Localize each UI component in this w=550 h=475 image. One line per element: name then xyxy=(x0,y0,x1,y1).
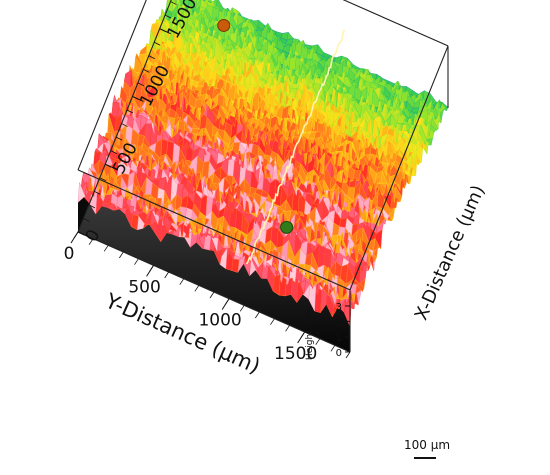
y-minor-tick xyxy=(179,278,185,285)
x-minor-tick xyxy=(164,14,172,19)
z-tick-label: 2 xyxy=(336,317,342,328)
height-surface xyxy=(77,0,449,327)
y-minor-tick xyxy=(194,285,200,292)
box-edge xyxy=(77,0,147,171)
x-minor-tick xyxy=(99,177,106,182)
x-minor-tick xyxy=(137,82,145,87)
z-axis-title: Height (μm) xyxy=(305,306,315,360)
scale-bar-line xyxy=(414,457,436,459)
y-minor-tick xyxy=(88,238,94,245)
y-minor-tick xyxy=(315,338,321,345)
y-minor-tick xyxy=(300,331,305,339)
profile-markers xyxy=(217,18,294,234)
y-minor-tick xyxy=(119,251,124,259)
box-edge xyxy=(349,45,449,291)
y-minor-tick xyxy=(285,325,290,332)
scale-bar-label: 100 μm xyxy=(404,438,451,452)
x-minor-tick xyxy=(77,231,85,236)
y-minor-tick xyxy=(103,245,109,252)
x-minor-tick xyxy=(88,204,96,209)
marker-start xyxy=(280,220,294,234)
y-minor-tick xyxy=(73,231,79,239)
y-minor-tick xyxy=(164,271,169,279)
z-tick-label: 3 xyxy=(336,302,342,313)
y-minor-tick xyxy=(330,345,336,352)
marker-end xyxy=(217,18,231,32)
y-minor-tick xyxy=(224,298,230,305)
x-minor-tick xyxy=(170,1,177,5)
profile-trace xyxy=(245,29,346,265)
x-minor-tick xyxy=(83,218,90,222)
y-minor-tick xyxy=(209,291,215,299)
y-tick-label: 0 xyxy=(64,244,75,264)
x-minor-tick xyxy=(115,136,123,141)
y-minor-tick xyxy=(239,305,245,312)
box-edge xyxy=(77,169,351,291)
x-minor-tick xyxy=(154,41,161,46)
scale-bar: 100 μm xyxy=(404,438,464,464)
x-minor-tick xyxy=(159,28,166,33)
x-minor-tick xyxy=(105,163,112,168)
y-tick-label: 1000 xyxy=(198,311,241,331)
y-minor-tick xyxy=(134,258,139,265)
x-minor-tick xyxy=(110,150,117,155)
y-tick-label: 1500 xyxy=(274,344,317,364)
z-tick-label: 0 xyxy=(336,348,342,359)
y-tick-label: 500 xyxy=(128,277,160,297)
y-minor-tick xyxy=(149,265,154,272)
x-minor-tick xyxy=(148,55,155,60)
box-edge xyxy=(342,0,449,47)
x-axis-title: X-Distance (μm) xyxy=(411,182,489,323)
x-minor-tick xyxy=(94,190,101,195)
height-profile-line xyxy=(245,29,346,265)
x-minor-tick xyxy=(121,123,128,127)
left-wall xyxy=(78,197,350,352)
x-minor-tick xyxy=(126,109,134,114)
z-tick-label: 1 xyxy=(336,333,342,344)
x-minor-tick xyxy=(132,96,139,100)
y-minor-tick xyxy=(255,311,260,319)
x-minor-tick xyxy=(143,68,150,73)
y-minor-tick xyxy=(270,318,275,325)
y-minor-tick xyxy=(345,351,351,359)
